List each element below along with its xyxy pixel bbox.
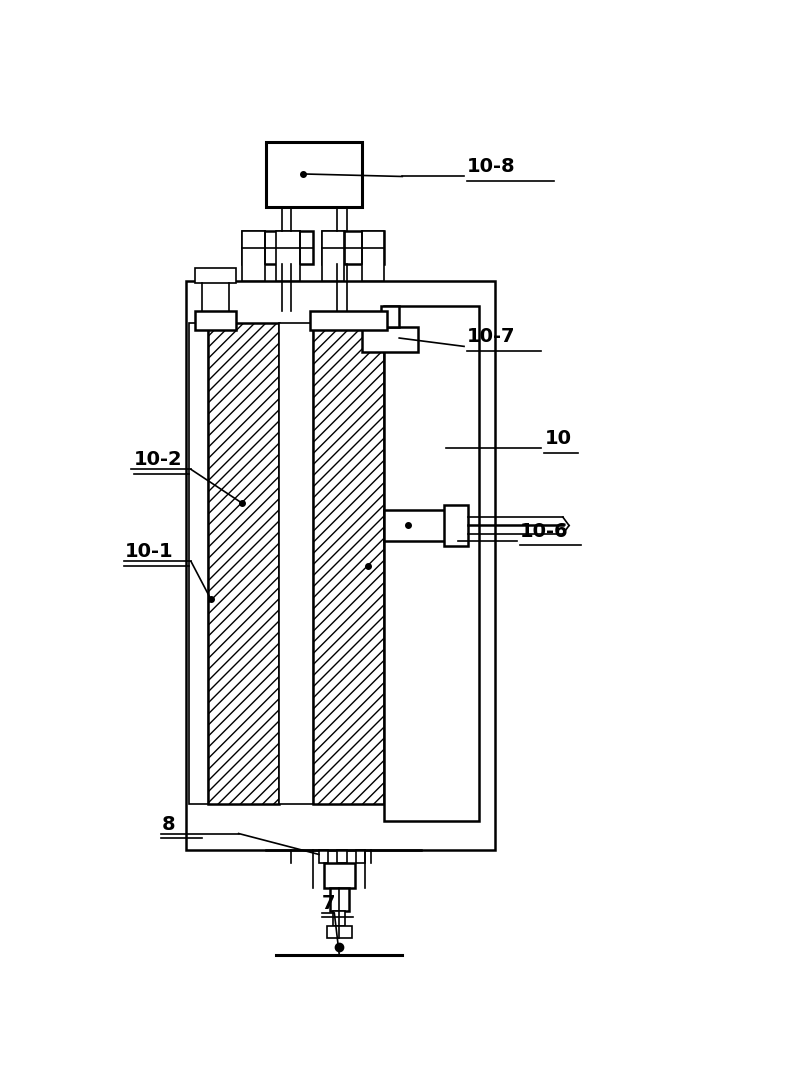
Bar: [356, 850, 365, 863]
Text: 10-2: 10-2: [134, 450, 183, 470]
Bar: [276, 230, 300, 282]
Bar: [186, 282, 495, 850]
Bar: [312, 323, 384, 804]
Bar: [362, 230, 384, 282]
Bar: [324, 863, 355, 888]
Bar: [337, 850, 347, 863]
Bar: [195, 311, 236, 329]
Bar: [384, 511, 446, 540]
Text: 8: 8: [161, 814, 175, 834]
Bar: [384, 307, 480, 821]
Bar: [189, 323, 208, 804]
Bar: [327, 926, 351, 938]
Bar: [322, 230, 384, 264]
Bar: [322, 230, 344, 282]
Bar: [319, 850, 328, 863]
Text: 10-7: 10-7: [467, 327, 516, 347]
Bar: [333, 911, 345, 926]
Bar: [266, 142, 362, 208]
Text: 10: 10: [544, 429, 571, 449]
Bar: [195, 267, 236, 283]
Bar: [208, 323, 279, 804]
Bar: [381, 307, 399, 327]
Text: 10-6: 10-6: [520, 522, 568, 540]
Bar: [444, 504, 468, 547]
Bar: [279, 323, 312, 804]
Bar: [309, 311, 387, 329]
Bar: [362, 327, 418, 352]
Text: 7: 7: [322, 894, 336, 913]
Bar: [241, 230, 265, 282]
Text: 10-1: 10-1: [124, 542, 173, 562]
Text: 10-8: 10-8: [467, 158, 516, 176]
Bar: [241, 230, 312, 264]
Bar: [330, 888, 348, 911]
